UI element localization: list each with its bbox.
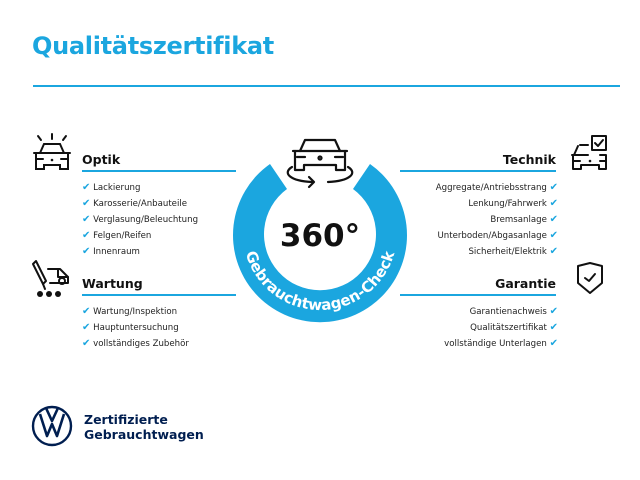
list-item: ✔ Verglasung/Beleuchtung xyxy=(82,214,199,225)
section-title-technik: Technik xyxy=(502,152,556,167)
list-item: ✔ Felgen/Reifen xyxy=(82,230,152,241)
wartung-list: ✔ Wartung/Inspektion ✔ Hauptuntersuchung… xyxy=(82,304,189,352)
check-icon: ✔ xyxy=(82,214,91,225)
check-icon: ✔ xyxy=(549,182,558,193)
section-divider xyxy=(400,170,556,172)
check-icon: ✔ xyxy=(549,306,558,317)
check-icon: ✔ xyxy=(549,246,558,257)
garantie-list: Garantienachweis ✔ Qualitätszertifikat ✔… xyxy=(380,304,558,352)
technik-list: Aggregate/Antriebsstrang ✔ Lenkung/Fahrw… xyxy=(380,180,558,260)
list-item: ✔ Lackierung xyxy=(82,182,141,193)
car-lights-icon xyxy=(33,133,71,170)
list-item: Bremsanlage ✔ xyxy=(490,214,558,225)
list-item: Qualitätszertifikat ✔ xyxy=(470,322,558,333)
list-item: Sicherheit/Elektrik ✔ xyxy=(468,246,558,257)
section-title-optik: Optik xyxy=(82,152,121,167)
check-icon: ✔ xyxy=(549,198,558,209)
check-icon: ✔ xyxy=(549,322,558,333)
service-truck-icon xyxy=(32,260,69,297)
check-icon: ✔ xyxy=(549,230,558,241)
optik-list: ✔ Lackierung ✔ Karosserie/Anbauteile ✔ V… xyxy=(82,180,198,260)
section-title-wartung: Wartung xyxy=(82,276,143,291)
badge-value: 360° xyxy=(280,218,360,254)
check-icon: ✔ xyxy=(82,338,91,349)
check-icon: ✔ xyxy=(549,338,558,349)
vw-logo xyxy=(31,405,73,447)
list-item: ✔ Hauptuntersuchung xyxy=(82,322,179,333)
list-item: Unterboden/Abgasanlage ✔ xyxy=(437,230,559,241)
section-divider xyxy=(82,294,236,296)
car-rotate-icon xyxy=(286,138,354,189)
section-title-garantie: Garantie xyxy=(495,276,556,291)
brand-text: Zertifizierte Gebrauchtwagen xyxy=(84,412,204,442)
list-item: ✔ Karosserie/Anbauteile xyxy=(82,198,188,209)
360-check-badge: 360° Gebrauchtwagen-Check xyxy=(233,138,407,323)
list-item: ✔ vollständiges Zubehör xyxy=(82,338,189,349)
list-item: ✔ Wartung/Inspektion xyxy=(82,306,178,317)
section-divider xyxy=(400,294,556,296)
section-divider xyxy=(82,170,236,172)
check-icon: ✔ xyxy=(82,322,91,333)
list-item: Lenkung/Fahrwerk ✔ xyxy=(468,198,558,209)
shield-check-icon xyxy=(577,262,603,294)
check-icon: ✔ xyxy=(82,230,91,241)
title-divider xyxy=(33,85,620,87)
check-icon: ✔ xyxy=(82,246,91,257)
list-item: Garantienachweis ✔ xyxy=(469,306,558,317)
page-title: Qualitätszertifikat xyxy=(32,32,274,60)
check-icon: ✔ xyxy=(82,198,91,209)
check-icon: ✔ xyxy=(82,182,91,193)
check-icon: ✔ xyxy=(549,214,558,225)
car-checkbox-icon xyxy=(571,135,607,170)
list-item: Aggregate/Antriebsstrang ✔ xyxy=(435,182,558,193)
badge-ring xyxy=(233,164,407,323)
list-item: vollständige Unterlagen ✔ xyxy=(444,338,558,349)
list-item: ✔ Innenraum xyxy=(82,246,140,257)
check-icon: ✔ xyxy=(82,306,91,317)
